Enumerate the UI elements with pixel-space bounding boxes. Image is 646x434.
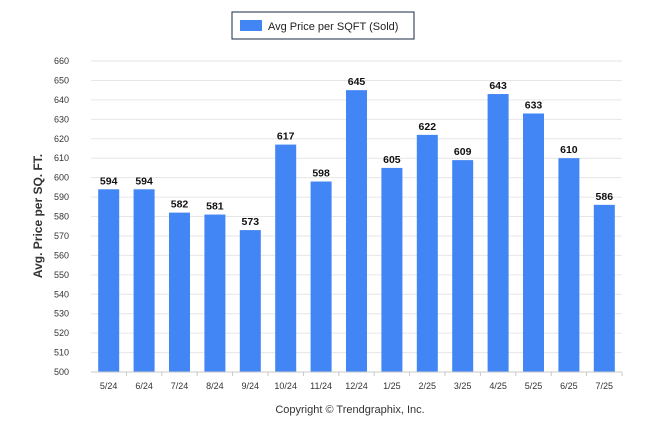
data-label: 605 <box>383 154 401 166</box>
x-tick-label: 2/25 <box>419 381 437 391</box>
x-tick-label: 9/24 <box>242 381 260 391</box>
y-tick-label: 510 <box>54 348 69 358</box>
x-tick-label: 4/25 <box>489 381 507 391</box>
x-tick-label: 10/24 <box>274 381 297 391</box>
x-tick-label: 5/24 <box>100 381 118 391</box>
data-label: 610 <box>560 144 578 156</box>
data-label: 609 <box>454 146 472 158</box>
x-tick-label: 6/24 <box>135 381 153 391</box>
data-label: 622 <box>419 121 437 133</box>
y-tick-label: 540 <box>54 289 69 299</box>
data-label: 598 <box>312 168 330 180</box>
data-label: 594 <box>100 175 118 187</box>
y-tick-label: 590 <box>54 192 69 202</box>
y-tick-label: 570 <box>54 231 69 241</box>
data-label: 643 <box>489 80 507 92</box>
bar-6-25 <box>558 158 580 372</box>
bar-6-24 <box>133 189 155 372</box>
data-label: 582 <box>171 199 189 211</box>
legend-swatch <box>240 20 262 31</box>
bar-5-25 <box>523 113 544 372</box>
bar-4-25 <box>487 94 509 372</box>
x-tick-label: 3/25 <box>454 381 472 391</box>
y-tick-label: 660 <box>54 56 69 66</box>
x-tick-label: 11/24 <box>310 381 332 391</box>
y-tick-label: 620 <box>54 134 69 144</box>
x-axis-ticks: 5/24 6/24 7/24 8/24 9/24 10/24 11/24 12/24 1/25 2… <box>100 372 623 391</box>
bars <box>98 90 615 372</box>
data-label: 594 <box>135 175 153 187</box>
data-labels: 594 594 582 581 573 617 598 645 605 622 609 643 633 6… <box>100 76 613 228</box>
data-label: 586 <box>596 191 614 203</box>
bar-11-24 <box>310 181 332 372</box>
bar-8-24 <box>204 214 226 372</box>
legend: Avg Price per SQFT (Sold) <box>231 11 415 40</box>
bar-3-25 <box>452 160 474 372</box>
y-tick-label: 630 <box>54 114 69 124</box>
legend-box <box>231 11 415 40</box>
y-tick-label: 500 <box>54 367 69 377</box>
y-tick-label: 640 <box>54 95 69 105</box>
bar-1-25 <box>381 167 403 372</box>
y-tick-label: 530 <box>54 309 69 319</box>
x-tick-label: 12/24 <box>345 381 368 391</box>
bar-9-24 <box>239 230 261 372</box>
bar-2-25 <box>416 134 438 372</box>
x-tick-label: 7/25 <box>596 381 614 391</box>
y-tick-label: 600 <box>54 173 69 183</box>
y-tick-label: 650 <box>54 75 69 85</box>
y-tick-label: 520 <box>54 328 69 338</box>
y-tick-label: 580 <box>54 212 69 222</box>
bar-7-25 <box>593 204 615 372</box>
x-tick-label: 8/24 <box>206 381 224 391</box>
bar-10-24 <box>275 144 297 372</box>
y-axis-label: Avg. Price per SQ. FT. <box>31 154 45 278</box>
x-tick-label: 7/24 <box>171 381 189 391</box>
x-tick-label: 1/25 <box>383 381 401 391</box>
x-tick-label: 6/25 <box>560 381 578 391</box>
copyright-text: Copyright © Trendgraphix, Inc. <box>275 404 424 416</box>
y-tick-label: 550 <box>54 270 69 280</box>
data-label: 633 <box>525 99 543 111</box>
x-tick-label: 5/25 <box>525 381 543 391</box>
bar-7-24 <box>169 212 190 372</box>
bar-12-24 <box>346 90 367 372</box>
data-label: 645 <box>348 76 366 88</box>
data-label: 617 <box>277 131 295 143</box>
data-label: 581 <box>206 201 224 213</box>
y-axis-ticks: 500 510 520 530 540 550 560 570 580 590 600 610 620 6… <box>54 56 69 377</box>
y-tick-label: 610 <box>54 153 69 163</box>
data-label: 573 <box>242 216 260 228</box>
y-tick-label: 560 <box>54 250 69 260</box>
legend-label: Avg Price per SQFT (Sold) <box>268 21 398 33</box>
bar-5-24 <box>98 189 120 372</box>
